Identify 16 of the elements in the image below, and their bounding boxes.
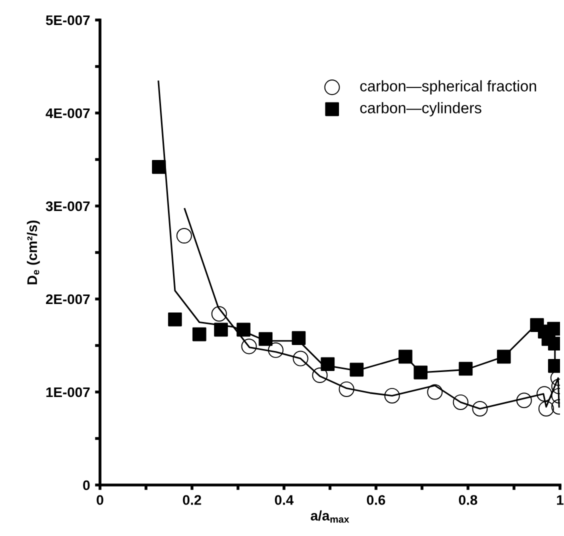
legend-label: carbon—spherical fraction [360, 80, 536, 94]
y-tick-label: 2E-007 [46, 294, 90, 304]
x-tick-label: 0.2 [182, 495, 202, 505]
x-tick-label: 0.6 [366, 495, 386, 505]
x-axis-title: a/a$_{max}$ [310, 510, 350, 523]
y-tick-label: 1E-007 [46, 387, 90, 398]
x-tick-label: 0 [96, 495, 104, 505]
y-axis-title: D$_{e}$ (cm²/s) [26, 220, 40, 284]
x-tick-label: 0.4 [274, 495, 294, 505]
x-tick-label: 1 [557, 495, 564, 505]
legend-label: carbon—cylinders [360, 102, 482, 116]
x-tick-label: 0.8 [458, 495, 478, 505]
y-tick-label: 4E-007 [46, 108, 90, 118]
y-tick-label: 0 [83, 480, 90, 490]
y-tick-label: 3E-007 [46, 201, 90, 212]
y-tick-label: 5E-007 [46, 15, 90, 26]
